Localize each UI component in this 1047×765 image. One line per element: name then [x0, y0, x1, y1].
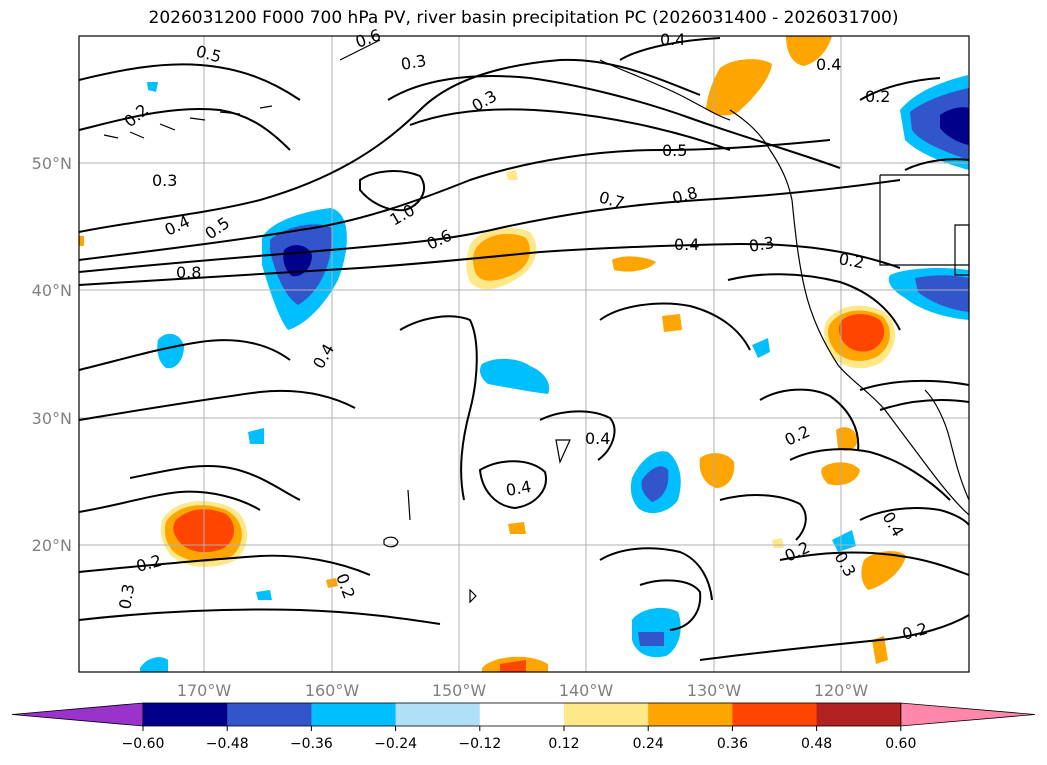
map-title: 2026031200 F000 700 hPa PV, river basin … [148, 8, 899, 28]
lon-tick-label: 120°W [814, 681, 869, 700]
colorbar-segment [816, 703, 902, 726]
colorbar-segment [648, 703, 733, 726]
lat-tick-labels: 50°N 40°N 30°N 20°N [32, 154, 72, 555]
colorbar-frame [142, 702, 902, 727]
colorbar-tick-label: 0.24 [633, 736, 664, 752]
contour-label: 0.4 [816, 55, 841, 74]
colorbar-tick-label: 0.60 [885, 736, 916, 752]
lon-tick-label: 170°W [177, 681, 232, 700]
contour-label: 0.8 [176, 263, 201, 282]
colorbar-tick-label: −0.12 [458, 736, 501, 752]
colorbar-tick-label: −0.60 [122, 736, 165, 752]
colorbar-tick-label: −0.36 [290, 736, 333, 752]
lon-tick-label: 160°W [305, 681, 360, 700]
colorbar-segment [564, 703, 649, 726]
lon-tick-label: 150°W [432, 681, 487, 700]
contour-label: 0.5 [662, 141, 687, 160]
lat-tick-label: 30°N [32, 409, 72, 428]
colorbar-segment [395, 703, 481, 726]
contour-label: 0.3 [399, 51, 427, 74]
colorbar-tick-label: −0.48 [206, 736, 249, 752]
contour-label: 0.4 [504, 477, 532, 500]
contour-label: 0.4 [660, 30, 685, 49]
grid-lines [79, 36, 969, 672]
colorbar-tick-label: 0.48 [801, 736, 832, 752]
contour-label: 0.4 [674, 235, 699, 254]
colorbar-segment [227, 703, 312, 726]
colorbar-segment [143, 703, 228, 726]
contour-label: 0.2 [837, 249, 865, 272]
contour-label: 0.2 [865, 87, 890, 106]
lat-tick-label: 20°N [32, 536, 72, 555]
lon-tick-label: 130°W [687, 681, 742, 700]
colorbar-extend-high [900, 702, 1036, 727]
colorbar-segment [479, 703, 565, 726]
contour-label: 0.3 [115, 582, 138, 610]
contour-label: 0.3 [747, 233, 775, 256]
plot-frame [78, 35, 970, 673]
lon-tick-label: 140°W [559, 681, 614, 700]
contour-label: 0.3 [152, 171, 177, 190]
colorbar-tick-label: 0.12 [548, 736, 579, 752]
plot-area [79, 36, 969, 672]
colorbar: −0.60 −0.48 −0.36 −0.24 −0.12 0.12 0.24 0.36 0.4… [11, 702, 1036, 752]
colorbar-segment [732, 703, 818, 726]
lat-tick-label: 40°N [32, 281, 72, 300]
lon-tick-labels: 170°W 160°W 150°W 140°W 130°W 120°W [177, 681, 869, 700]
colorbar-segment [311, 703, 397, 726]
colorbar-tick-label: 0.36 [717, 736, 748, 752]
contour-label: 0.4 [585, 429, 610, 448]
colorbar-extend-low [11, 702, 144, 727]
lat-tick-label: 50°N [32, 154, 72, 173]
precip-shading [79, 36, 969, 672]
colorbar-tick-label: −0.24 [374, 736, 417, 752]
